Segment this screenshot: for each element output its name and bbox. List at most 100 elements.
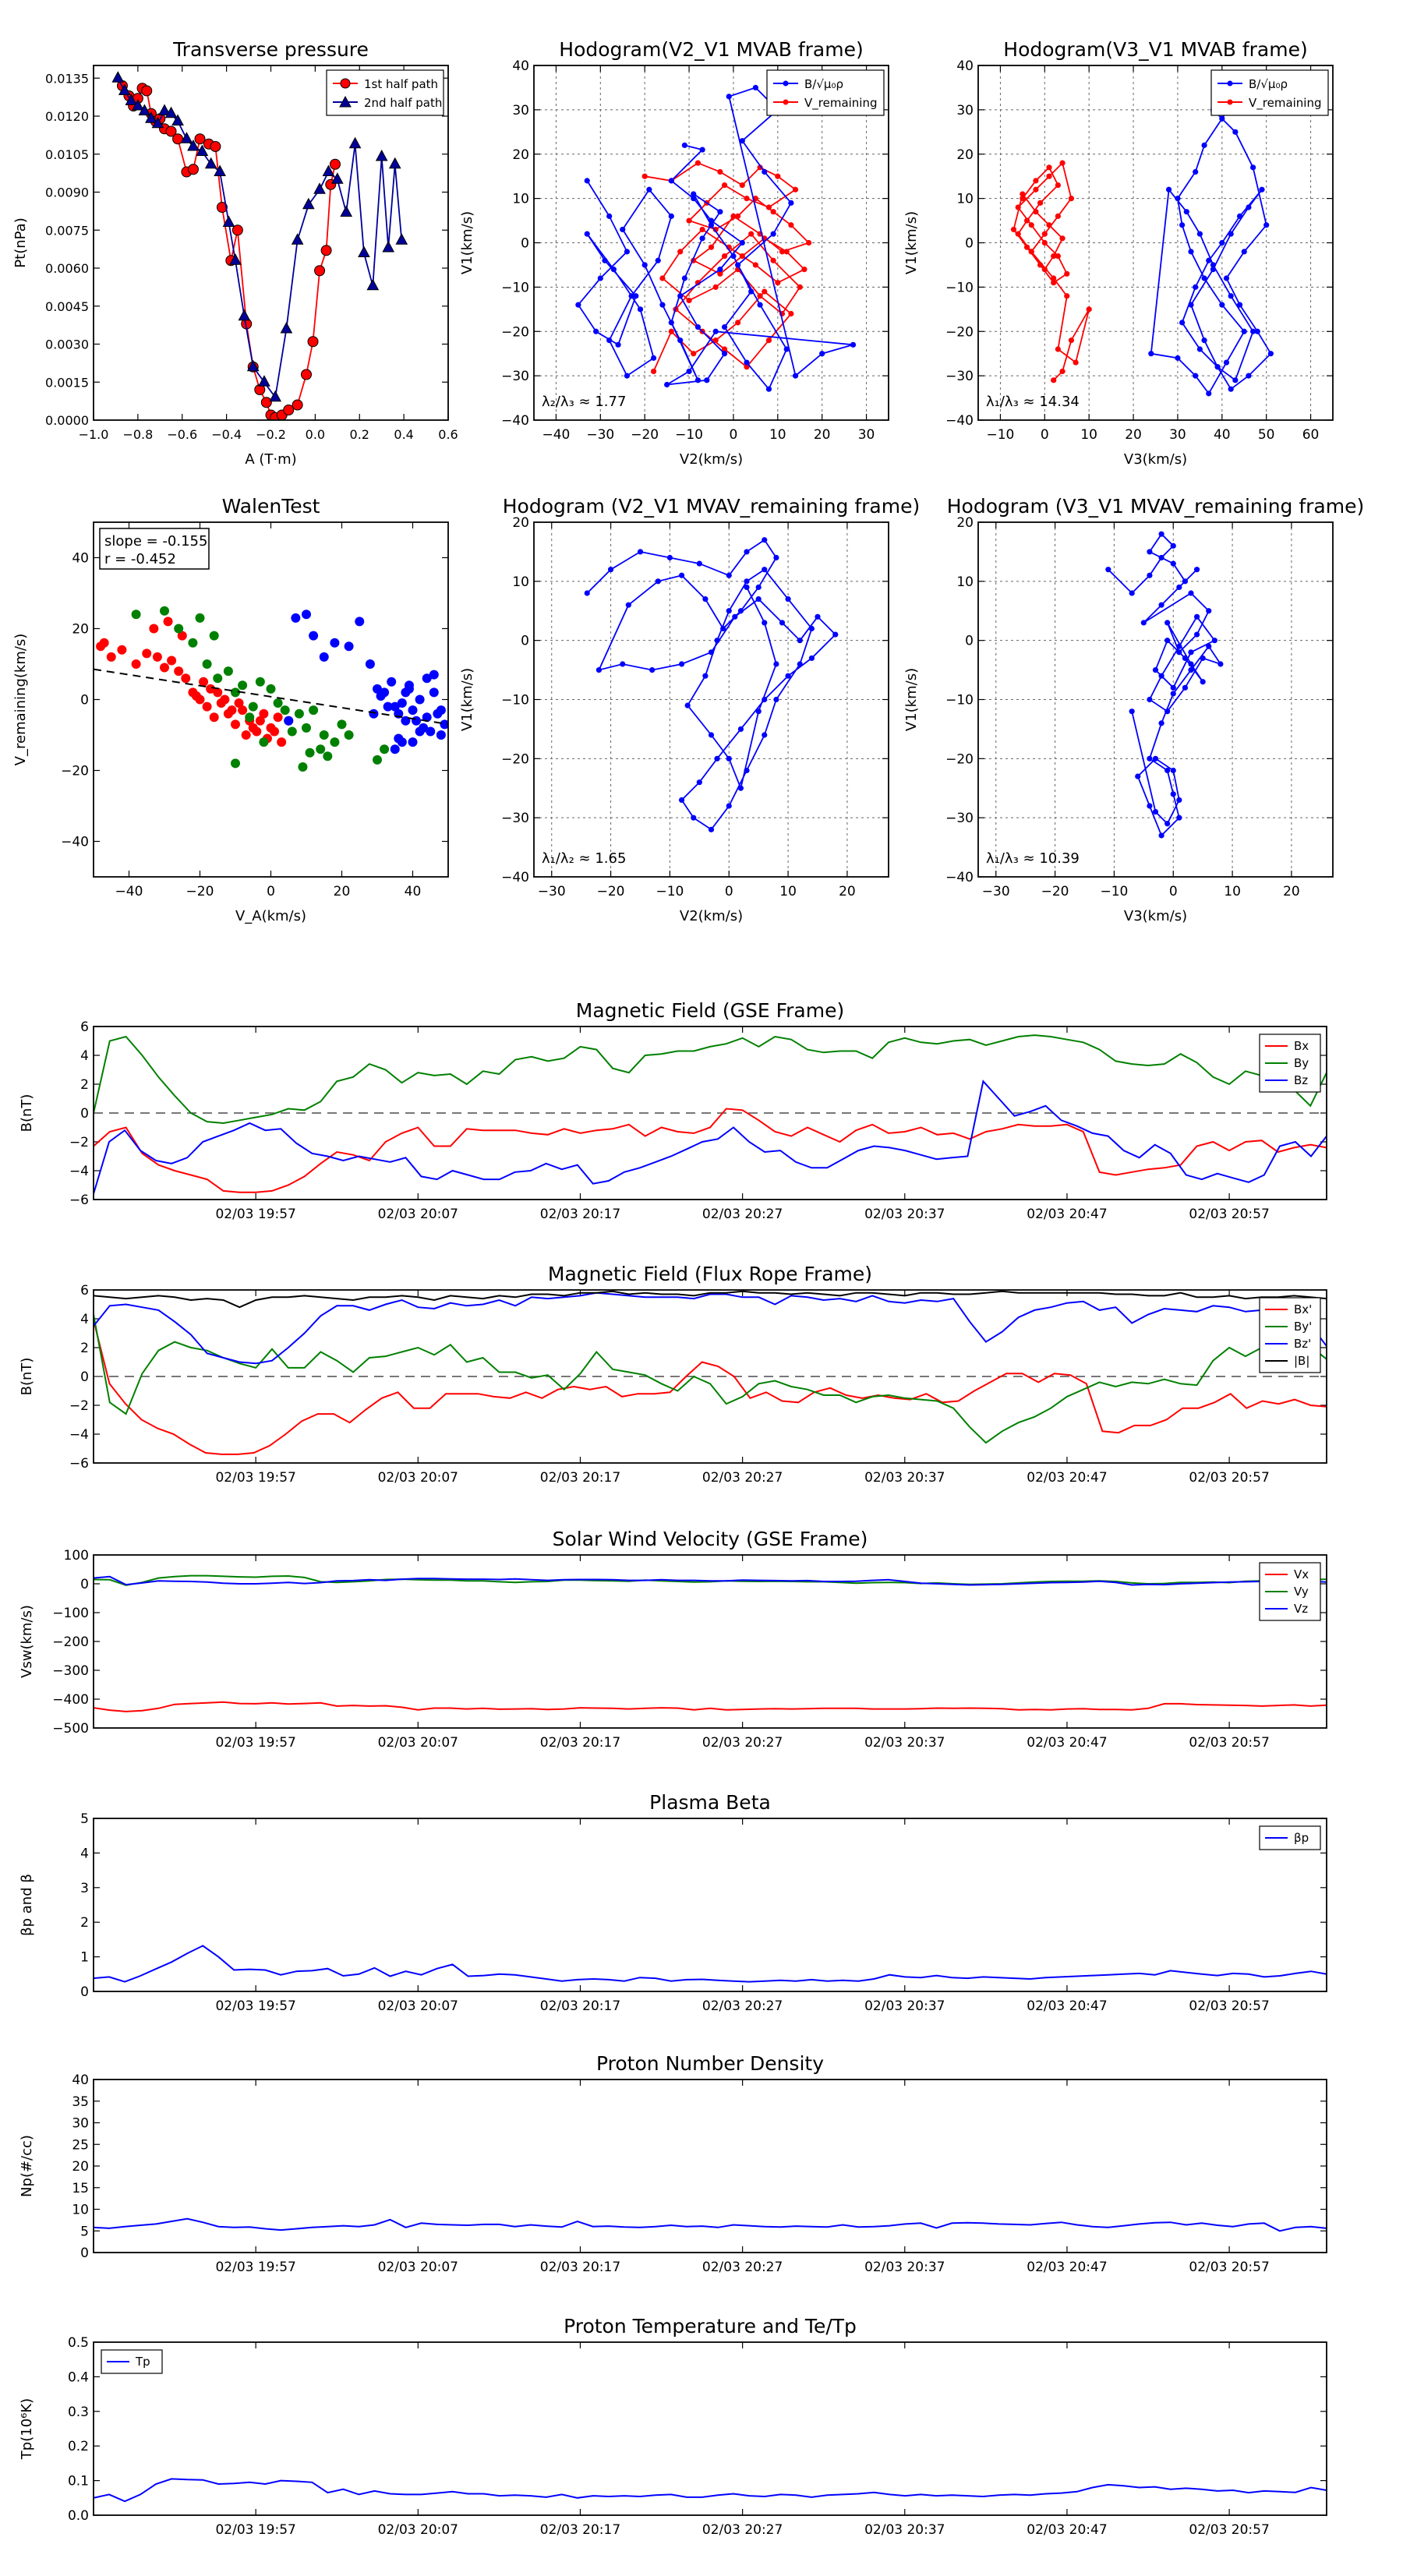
hodogram-point (726, 94, 732, 100)
data-point (222, 215, 235, 227)
walen-point-green (231, 687, 240, 698)
hodogram-point (1170, 542, 1176, 549)
x-tick-label: −10 (656, 884, 684, 899)
walen-point-red (259, 708, 269, 719)
hodogram-point (1211, 638, 1217, 644)
x-tick-label: 02/03 20:17 (540, 1735, 620, 1751)
hodogram-point (1158, 602, 1164, 608)
hodogram-point (1210, 267, 1217, 273)
hodogram-point (678, 572, 685, 578)
walen-point-blue (344, 641, 354, 652)
x-tick-label: 02/03 20:57 (1189, 2260, 1269, 2275)
hodogram-point (726, 608, 732, 614)
hodogram-point (765, 337, 772, 344)
hodogram-point (1267, 351, 1274, 357)
x-tick-label: 0 (725, 884, 733, 899)
hodogram-point (597, 275, 603, 281)
hodogram-point (681, 142, 687, 148)
data-point (258, 375, 270, 387)
y-axis-label: Vsw(km/s) (19, 1605, 35, 1678)
walen-point-green (309, 705, 319, 716)
hodogram-point (797, 638, 803, 644)
hodogram-point (773, 554, 779, 561)
hodogram-point (678, 661, 685, 667)
hodogram-point (721, 346, 728, 352)
walen-point-green (188, 638, 198, 648)
walen-point-blue (408, 737, 418, 747)
walen-point-red (277, 737, 287, 747)
hodogram-point (1206, 608, 1212, 614)
walen-chart: −40 −20 0 20 40 −40 −20 0 20 40 WalenTest V_A(km/s)… (12, 495, 449, 924)
y-tick-label: 4 (80, 1312, 89, 1327)
y-axis-label: B(nT) (19, 1094, 35, 1133)
walen-point-red (106, 652, 116, 662)
x-tick-label: −30 (982, 884, 1010, 899)
hodogram-point (1193, 631, 1200, 638)
h1-chart: −40 −30 −20 −10 0 10 20 30 −40 −30 −20 −10 0 10 20 30 40… (459, 38, 889, 468)
hodogram-point (1068, 196, 1075, 202)
y-tick-label: 25 (72, 2137, 89, 2153)
hodogram-point (708, 649, 715, 655)
data-point (375, 149, 388, 161)
walen-point-green (195, 613, 205, 623)
hodogram-point (649, 666, 656, 673)
hodogram-point (625, 602, 631, 608)
y-tick-label: 2 (80, 1077, 89, 1093)
hodogram-point (664, 381, 670, 388)
hodogram-point (1219, 302, 1225, 308)
hodogram-point (752, 84, 758, 91)
walen-point-red (241, 730, 251, 740)
x-tick-label: −10 (986, 427, 1014, 443)
walen-point-green (255, 677, 265, 687)
walen-point-red (231, 719, 240, 730)
hodogram-point (1188, 649, 1194, 655)
legend-entry: Vy (1294, 1585, 1309, 1599)
data-point (366, 278, 380, 291)
hodogram-point (628, 293, 634, 299)
data-point (322, 164, 335, 176)
hodogram-point (801, 267, 808, 273)
y-tick-label: 20 (72, 2159, 89, 2175)
walen-point-red (220, 694, 230, 705)
data-point (291, 233, 304, 245)
walen-point-blue (284, 716, 294, 726)
plot-area (584, 537, 839, 832)
series-line-Vy (94, 1574, 1327, 1586)
x-tick-label: 02/03 20:27 (702, 1470, 783, 1486)
y-tick-label: −30 (501, 811, 529, 826)
hodogram-point (792, 373, 799, 379)
series-line-Vx (94, 1701, 1327, 1712)
walen-point-blue (390, 701, 400, 712)
y-tick-label: 0.0105 (45, 147, 89, 162)
x-tick-label: 02/03 19:57 (215, 1470, 295, 1486)
plot-frame (93, 521, 449, 878)
x-tick-label: 02/03 20:47 (1027, 2522, 1107, 2538)
y-tick-label: 20 (512, 515, 529, 531)
y-tick-label: 40 (72, 2072, 89, 2088)
x-tick-label: 40 (405, 884, 422, 899)
hodogram-point (1059, 368, 1066, 375)
walen-point-green (273, 698, 283, 708)
data-point (301, 369, 312, 380)
hodogram-point (1200, 679, 1206, 685)
walen-point-blue (369, 708, 379, 719)
walen-point-red (227, 705, 237, 716)
y-tick-label: −20 (945, 751, 974, 767)
chart-title: WalenTest (222, 495, 320, 518)
hodogram-point (678, 797, 685, 804)
hodogram-point (721, 351, 728, 357)
hodogram-point (610, 267, 617, 273)
hodogram-point (1200, 655, 1206, 662)
y-tick-label: −40 (501, 870, 529, 885)
y-tick-label: 10 (956, 192, 974, 207)
x-tick-label: −20 (631, 427, 659, 443)
hodogram-point (641, 262, 648, 268)
hodogram-point (1179, 320, 1186, 326)
hodogram-point (677, 249, 684, 255)
hodogram-point (714, 638, 720, 644)
hodogram-point (694, 377, 702, 383)
hodogram-point (1175, 196, 1181, 202)
hodogram-point (1028, 222, 1034, 228)
hodogram-point (712, 328, 719, 334)
plot-area (94, 1034, 1327, 1194)
